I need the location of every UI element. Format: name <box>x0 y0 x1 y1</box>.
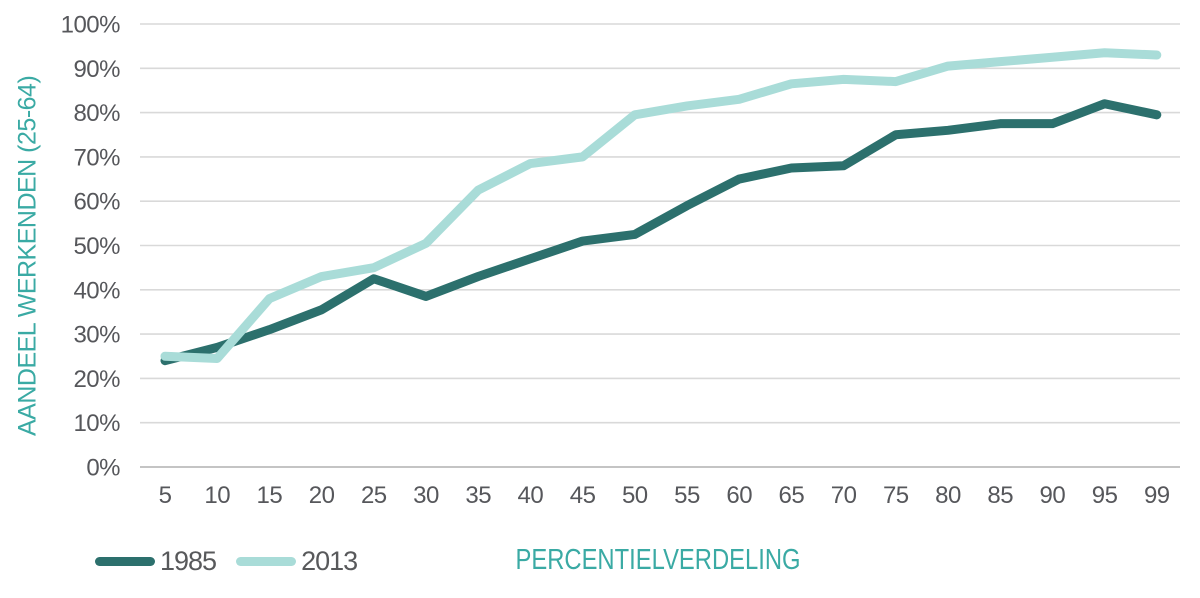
x-tick-label: 60 <box>726 482 752 509</box>
x-tick-label: 90 <box>1040 482 1066 509</box>
series-line-1985 <box>160 99 1162 366</box>
x-tick-label: 20 <box>309 482 335 509</box>
x-tick-label: 80 <box>935 482 961 509</box>
y-tick-label: 80% <box>73 100 120 127</box>
x-tick-label: 25 <box>361 482 387 509</box>
y-tick-label: 20% <box>73 366 120 393</box>
x-tick-label: 99 <box>1144 482 1170 509</box>
x-tick-label: 30 <box>413 482 439 509</box>
legend-label-2013: 2013 <box>301 546 358 576</box>
y-axis-title: AANDEEL WERKENDEN (25-64) <box>13 75 42 437</box>
y-tick-label: 10% <box>73 410 120 437</box>
x-axis-title: PERCENTIELVERDELING <box>515 544 801 576</box>
x-tick-label: 55 <box>674 482 700 509</box>
legend: 1985 2013 <box>95 546 358 576</box>
y-tick-label: 90% <box>73 56 120 83</box>
y-tick-label: 100% <box>61 12 121 39</box>
x-tick-label: 50 <box>622 482 648 509</box>
x-tick-label: 10 <box>204 482 230 509</box>
legend-item-1985: 1985 <box>95 546 217 576</box>
x-tick-label: 45 <box>570 482 596 509</box>
x-tick-label: 5 <box>159 482 172 509</box>
x-tick-label: 15 <box>257 482 283 509</box>
y-tick-label: 30% <box>73 322 120 349</box>
x-tick-label: 75 <box>883 482 909 509</box>
x-tick-label: 70 <box>831 482 857 509</box>
x-tick-label: 65 <box>779 482 805 509</box>
y-tick-label: 40% <box>73 277 120 304</box>
legend-item-2013: 2013 <box>236 546 358 576</box>
legend-swatch-1985 <box>95 557 155 566</box>
chart-canvas: 0% 10% 20% 30% 40% 50% 60% 70% 80% 90% 100% 5 10 15 20… <box>61 12 1180 509</box>
legend-swatch-2013 <box>236 557 297 566</box>
legend-label-1985: 1985 <box>160 546 217 576</box>
x-tick-label: 85 <box>987 482 1013 509</box>
x-tick-label: 40 <box>518 482 544 509</box>
y-tick-label: 70% <box>73 144 120 171</box>
y-tick-label: 0% <box>86 455 120 482</box>
x-tick-label: 95 <box>1092 482 1118 509</box>
x-tick-label: 35 <box>465 482 491 509</box>
y-tick-label: 60% <box>73 189 120 216</box>
y-tick-label: 50% <box>73 233 120 260</box>
series-line-2013 <box>160 48 1162 363</box>
